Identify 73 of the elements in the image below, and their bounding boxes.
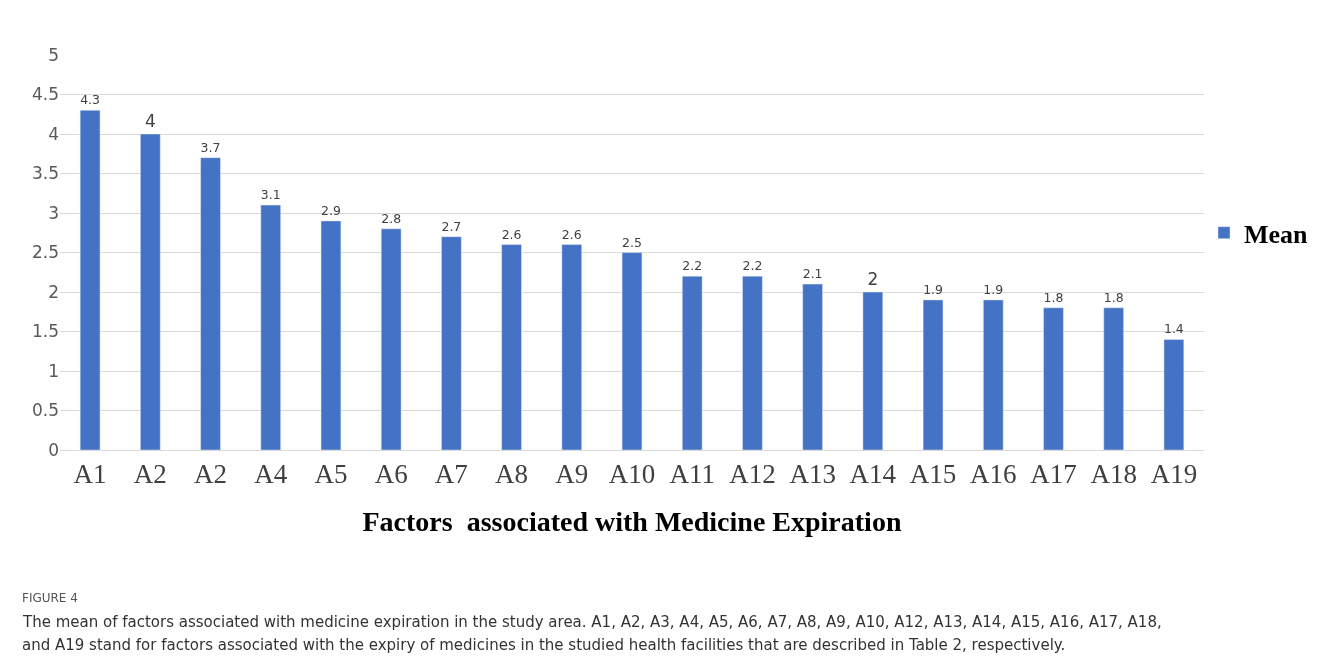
- data-label: 1.9: [983, 281, 1004, 297]
- data-label: 4.3: [80, 92, 101, 108]
- x-tick-label: A13: [789, 459, 836, 490]
- x-tick-label: A14: [849, 459, 897, 490]
- bar: [441, 236, 462, 450]
- data-label: 3.7: [200, 139, 221, 155]
- x-tick-label: A5: [314, 459, 348, 490]
- caption: FIGURE 4: [22, 591, 78, 605]
- x-tick-label: A12: [729, 459, 776, 490]
- data-label: 2.6: [501, 226, 522, 242]
- x-tick-label: A17: [1030, 459, 1077, 490]
- y-tick-label: 5: [48, 44, 59, 65]
- y-tick-label: 2: [48, 281, 59, 302]
- y-tick-label: 0: [48, 439, 59, 460]
- bar: [1103, 307, 1124, 450]
- legend-label: Mean: [1244, 219, 1309, 249]
- bar: [922, 299, 944, 450]
- bar: [200, 157, 221, 450]
- y-tick-label: 1: [48, 360, 59, 381]
- bar: [380, 228, 402, 450]
- text: The mean of factors associated with medicine expiration in the study area. A1, A2, A3, A4, A5, A6, A7, A8, A9, A10, A12, A13, A14, A15, A16, A17, A18,: [22, 613, 1162, 631]
- x-tick-label: A18: [1090, 459, 1137, 490]
- y-tick-label: 4.5: [31, 84, 59, 105]
- y-tick-label: 4: [48, 123, 59, 144]
- bar: [320, 220, 342, 450]
- text: and A19 stand for factors associated with the expiry of medicines in the studied health facilities that are described in Table 2, respectively.: [22, 636, 1066, 654]
- x-tick-label: A2: [133, 459, 167, 490]
- data-label: 4: [144, 111, 156, 131]
- x-tick-label: A19: [1150, 459, 1198, 490]
- x-tick-label: A7: [434, 459, 468, 490]
- x-tick-label: A4: [254, 459, 288, 490]
- x-tick-label: A16: [970, 459, 1017, 490]
- x-tick-label: A15: [909, 459, 957, 490]
- bar: [802, 283, 823, 450]
- bar: [1043, 307, 1064, 450]
- x-tick-label: A1: [73, 459, 107, 490]
- x-tick-label: A8: [495, 459, 529, 490]
- x-axis-title: Factors associated with Medicine Expiration: [362, 505, 902, 537]
- data-label: 2.7: [441, 218, 462, 234]
- data-label: 2: [867, 269, 879, 289]
- data-label: 2.9: [321, 202, 341, 218]
- bar: [742, 275, 763, 450]
- y-tick-label: 1.5: [31, 321, 59, 342]
- y-tick-label: 2.5: [31, 242, 59, 263]
- data-label: 1.8: [1103, 289, 1124, 305]
- x-tick-label: A10: [608, 459, 656, 490]
- y-tick-label: 0.5: [31, 400, 59, 421]
- bar: [983, 299, 1004, 450]
- x-tick-label: A2: [194, 459, 228, 490]
- bar: [862, 291, 884, 450]
- data-label: 1.9: [923, 281, 944, 297]
- data-label: 2.1: [802, 266, 823, 282]
- bar: [561, 244, 582, 450]
- data-label: 2.5: [622, 234, 642, 250]
- data-label: 2.2: [742, 258, 763, 274]
- x-tick-label: A6: [374, 459, 408, 490]
- x-tick-label: A9: [555, 459, 589, 490]
- data-label: 1.4: [1163, 321, 1184, 337]
- data-label: 1.8: [1043, 289, 1064, 305]
- x-tick-label: A11: [669, 459, 715, 490]
- data-label: 2.2: [682, 258, 703, 274]
- bar: [260, 204, 281, 450]
- bar: [140, 133, 161, 450]
- data-label: 2.6: [561, 226, 582, 242]
- bar: [501, 244, 522, 450]
- y-tick-label: 3: [48, 202, 59, 223]
- y-tick-label: 3.5: [31, 163, 59, 184]
- bar: [621, 252, 643, 450]
- bar: [1163, 339, 1185, 450]
- data-label: 3.1: [260, 187, 281, 203]
- data-label: 2.8: [381, 210, 402, 226]
- bar: [79, 110, 101, 450]
- bar: [682, 275, 703, 450]
